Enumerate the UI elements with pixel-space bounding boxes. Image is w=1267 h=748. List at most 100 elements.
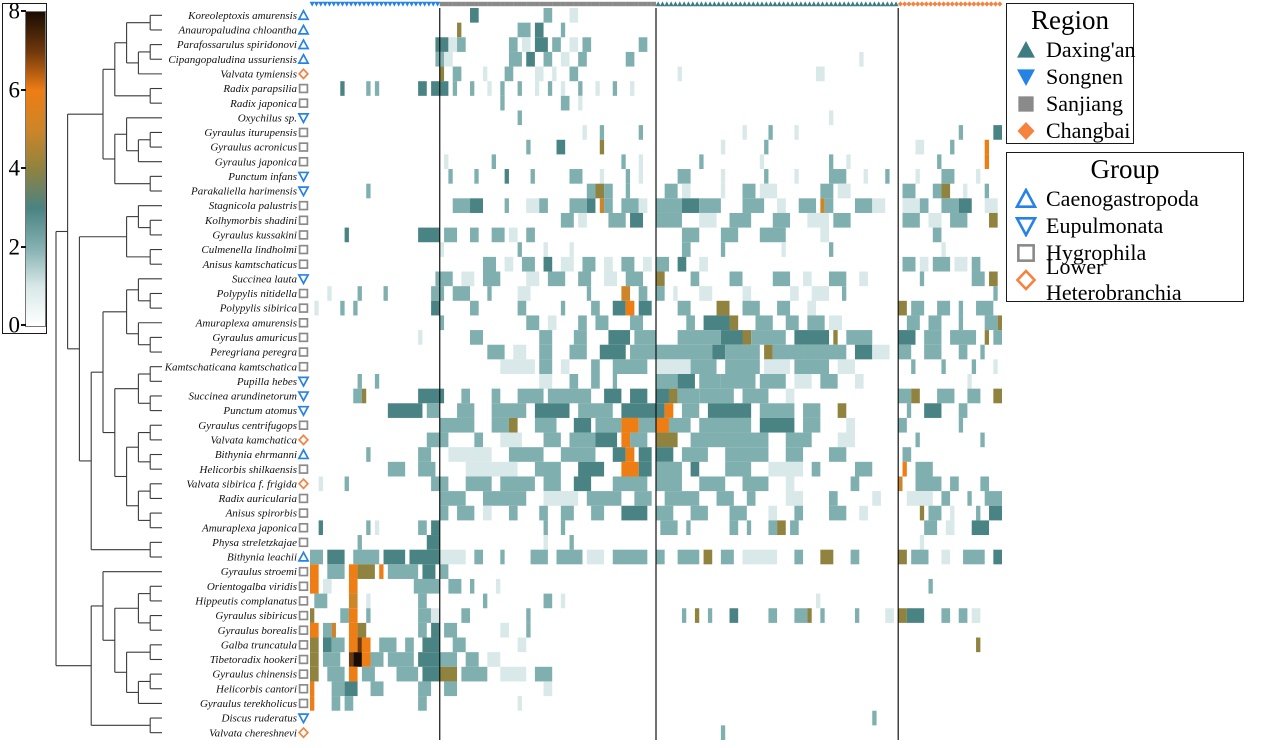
heatmap-cell	[751, 330, 786, 345]
region-marker-diamond-icon	[906, 1, 912, 7]
heatmap-cell	[457, 22, 462, 38]
heatmap-cell	[357, 535, 362, 550]
heatmap-cell	[569, 8, 579, 23]
species-label: Helicorbis cantori	[215, 683, 297, 695]
heatmap-cell	[578, 271, 592, 287]
heatmap-cell	[357, 286, 362, 301]
heatmap-cell	[677, 549, 700, 565]
heatmap-cell	[837, 183, 851, 199]
species-group-symbol	[298, 303, 309, 313]
heatmap-cell	[470, 81, 475, 96]
heatmap-cell	[971, 608, 981, 623]
heatmap-cell	[483, 491, 527, 506]
region-marker-square-icon	[547, 1, 553, 7]
heatmap-cell	[314, 300, 319, 316]
heatmap-cell	[824, 198, 834, 213]
heatmap-cell	[517, 242, 522, 257]
region-marker-triangle-down-icon	[374, 1, 380, 7]
heatmap-cell	[612, 374, 618, 389]
heatmap-cell	[759, 154, 765, 170]
heatmap-cell	[759, 417, 795, 433]
heatmap-cell	[556, 549, 583, 565]
heatmap-cell	[608, 212, 626, 228]
region-marker-diamond-icon	[954, 1, 960, 7]
region-marker-triangle-down-icon	[357, 1, 363, 7]
heatmap-cell	[543, 432, 561, 448]
heatmap-cell	[310, 578, 319, 594]
heatmap-cell	[470, 300, 479, 316]
region-marker-triangle-up-icon	[724, 1, 730, 7]
heatmap-cell	[547, 271, 566, 287]
heatmap-cell	[963, 549, 985, 565]
region-marker-square-icon	[491, 1, 497, 7]
heatmap-cell	[418, 388, 445, 404]
region-marker-diamond-icon	[902, 1, 908, 7]
species-label: Gyraulus centrifugops	[198, 420, 297, 432]
heatmap-cell	[547, 81, 553, 96]
region-marker-square-icon	[586, 1, 592, 7]
heatmap-cell	[595, 432, 618, 448]
region-marker-triangle-down-icon	[309, 1, 315, 7]
heatmap-cell	[755, 315, 773, 331]
heatmap-cell	[764, 139, 769, 155]
species-group-symbol	[297, 38, 310, 50]
species-group-symbol	[297, 713, 310, 725]
region-marker-triangle-up-icon	[845, 1, 852, 7]
region-marker-triangle-up-icon	[733, 1, 739, 7]
heatmap-cell	[846, 154, 851, 170]
legend-region-title: Region	[1031, 5, 1109, 35]
region-marker-triangle-up-icon	[742, 1, 748, 7]
legend-item-label: Lower Heterobranchia	[1046, 253, 1182, 305]
heatmap-cell	[361, 652, 371, 667]
heatmap-cell	[582, 125, 587, 140]
heatmap-cell	[621, 198, 639, 213]
heatmap-cell	[534, 22, 544, 38]
heatmap-cell	[803, 271, 812, 287]
region-marker-triangle-up-icon	[850, 1, 856, 7]
legend-item-sanjiang: Sanjiang	[1007, 90, 1133, 117]
colorbar-tick-label: 0	[8, 312, 21, 338]
heatmap-cell	[560, 51, 570, 67]
legend-item-label: Hygrophila	[1046, 239, 1147, 265]
heatmap-cell	[681, 242, 691, 257]
region-marker-triangle-down-icon	[322, 1, 328, 7]
region-marker-triangle-up-icon	[759, 1, 765, 7]
heatmap-cell	[941, 169, 955, 184]
heatmap-cell	[720, 725, 726, 740]
species-label: Oxychilus sp.	[238, 112, 297, 124]
heatmap-cell	[470, 227, 479, 243]
heatmap-cell	[383, 549, 406, 565]
heatmap-cell	[971, 271, 985, 287]
heatmap-cell	[504, 66, 514, 82]
region-marker-triangle-down-icon	[417, 1, 423, 7]
heatmap-cell	[318, 520, 323, 536]
heatmap-cell	[543, 593, 553, 609]
region-marker-square-icon	[461, 1, 466, 7]
heatmap-cell	[816, 66, 825, 82]
region-marker-square-icon	[504, 1, 509, 7]
heatmap-cell	[431, 520, 440, 536]
heatmap-cell	[560, 22, 566, 38]
heatmap-cell	[928, 505, 942, 521]
heatmap-cell	[413, 578, 440, 594]
species-group-symbol	[298, 347, 309, 357]
heatmap-cell	[976, 637, 981, 653]
heatmap-cell	[638, 125, 644, 140]
heatmap-cell	[366, 520, 371, 536]
heatmap-cell	[578, 51, 587, 67]
heatmap-cell	[980, 344, 985, 360]
species-label: Galba truncatula	[221, 639, 298, 651]
diamond-glyph	[1017, 121, 1035, 140]
heatmap-cell	[720, 139, 726, 155]
heatmap-cell	[526, 622, 531, 638]
heatmap-cell	[604, 256, 613, 272]
heatmap-cell	[340, 608, 349, 623]
heatmap-cell	[508, 37, 518, 52]
heatmap-cell	[543, 491, 579, 506]
heatmap-cell	[729, 608, 739, 623]
species-label: Gyraulus acronicus	[210, 142, 297, 154]
species-label: Bithynia leachii	[227, 552, 297, 564]
heatmap-cell	[625, 271, 644, 287]
heatmap-cell	[829, 110, 834, 126]
legend-item-caenogastropoda: Caenogastropoda	[1007, 185, 1243, 212]
